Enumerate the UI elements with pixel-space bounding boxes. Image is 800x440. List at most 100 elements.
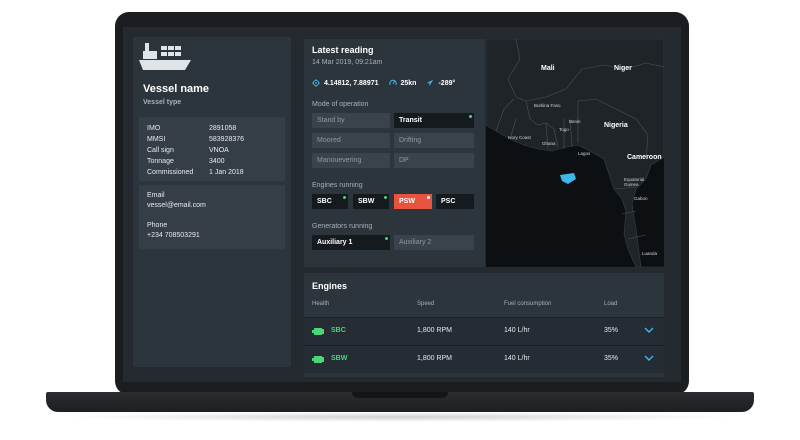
ship-icon [139, 43, 191, 70]
engine-fuel: 140 L/hr [504, 327, 530, 334]
map-label-lagos: Lagos [578, 151, 591, 156]
alert-dot [427, 196, 430, 199]
phone-label: Phone [147, 222, 168, 229]
mode-moored-button[interactable]: Moored [312, 133, 390, 148]
detail-label: IMO [147, 125, 161, 132]
engine-label-text: SBC [317, 198, 332, 205]
generator-auxiliary-2-button[interactable]: Auxiliary 2 [394, 235, 474, 250]
engine-label-text: PSW [399, 198, 415, 205]
engine-icon [312, 356, 324, 363]
heading-metric: -289° [426, 79, 455, 87]
running-dot [343, 196, 346, 199]
engines-title: Engines [312, 281, 348, 291]
engine-psc-button[interactable]: PSC [436, 194, 474, 209]
location-icon [312, 79, 320, 87]
vessel-details-box: IMO 2891058 MMSI 583928376 Call sign VNOA T… [139, 117, 285, 181]
engine-icon [312, 328, 324, 335]
detail-row-callsign: Call sign VNOA [139, 145, 285, 156]
mode-drifting-button[interactable]: Drifting [394, 133, 474, 148]
laptop-base [46, 392, 754, 412]
col-load: Load [604, 301, 618, 307]
latest-reading-title: Latest reading [312, 45, 374, 55]
email-link[interactable]: vessel@email.com [147, 202, 206, 209]
speed-icon [388, 79, 397, 86]
detail-label: MMSI [147, 136, 166, 143]
coords-value: 4.14812, 7.88971 [324, 79, 379, 87]
email-label: Email [147, 192, 165, 199]
mode-label-text: Moored [317, 137, 341, 144]
mode-label-text: Stand by [317, 117, 345, 124]
chevron-down-icon[interactable] [644, 353, 654, 363]
engine-sbw-button[interactable]: SBW [353, 194, 389, 209]
vessel-map[interactable]: Mali Niger Burkina Faso Ivory Coast Ghan… [486, 39, 664, 267]
map-label-cameroon: Cameroon [627, 154, 662, 161]
engine-row-sbw[interactable]: SBW 1,800 RPM 140 L/hr 35% [304, 345, 664, 373]
mode-label-text: Drifting [399, 137, 422, 144]
detail-value: 3400 [209, 158, 225, 165]
engine-speed: 1,800 RPM [417, 355, 453, 362]
mode-standby-button[interactable]: Stand by [312, 113, 390, 128]
generator-label-text: Auxiliary 1 [317, 239, 353, 246]
engine-sbc-button[interactable]: SBC [312, 194, 348, 209]
running-dot [385, 237, 388, 240]
mode-transit-button[interactable]: Transit [394, 113, 474, 128]
map-label-mali: Mali [541, 65, 555, 72]
reading-metrics: 4.14812, 7.88971 25kn -289° [312, 79, 455, 87]
engine-load: 35% [604, 327, 619, 334]
map-label-ivory-coast: Ivory Coast [508, 135, 531, 140]
speed-metric: 25kn [388, 79, 416, 87]
mode-label-text: Transit [399, 117, 422, 124]
map-label-burkina-faso: Burkina Faso [534, 103, 561, 108]
map-label-gabon: Gabon [634, 196, 648, 201]
map-land-shapes [486, 39, 664, 267]
mode-manouevering-button[interactable]: Manouevering [312, 153, 390, 168]
engine-name: SBW [331, 355, 348, 362]
chevron-down-icon[interactable] [644, 325, 654, 335]
vessel-contact-box: Email vessel@email.com Phone +234 708503… [139, 185, 285, 249]
col-health: Health [312, 301, 330, 307]
detail-row-commissioned: Commissioned 1 Jan 2018 [139, 167, 285, 178]
vessel-name: Vessel name [143, 83, 210, 95]
detail-value: VNOA [209, 147, 229, 154]
latest-reading-panel: Latest reading 14 Mar 2019, 09:21am 4.14… [304, 39, 485, 267]
map-label-nigeria: Nigeria [604, 122, 628, 129]
phone-link[interactable]: +234 708503291 [147, 232, 200, 239]
vessel-panel: Vessel name Vessel type IMO 2891058 MMSI 5… [133, 37, 291, 367]
engine-label-text: SBW [358, 198, 375, 205]
detail-label: Commissioned [147, 169, 194, 176]
detail-row-tonnage: Tonnage 3400 [139, 156, 285, 167]
engine-load: 35% [604, 355, 619, 362]
engines-panel: Engines Health Speed Fuel consumption Lo… [304, 273, 664, 377]
col-fuel: Fuel consumption [504, 301, 552, 307]
engine-speed: 1,800 RPM [417, 327, 453, 334]
detail-value: 2891058 [209, 125, 237, 132]
engine-fuel: 140 L/hr [504, 355, 530, 362]
map-label-togo: Togo [559, 127, 569, 132]
detail-value: 1 Jan 2018 [209, 169, 244, 176]
active-dot [469, 115, 472, 118]
laptop-shadow [60, 412, 740, 422]
detail-label: Call sign [147, 147, 174, 154]
mode-dp-button[interactable]: DP [394, 153, 474, 168]
engine-row-sbc[interactable]: SBC 1,800 RPM 140 L/hr 35% [304, 317, 664, 345]
app-screen: Vessel name Vessel type IMO 2891058 MMSI 5… [123, 27, 681, 382]
coords-metric: 4.14812, 7.88971 [312, 79, 379, 87]
vessel-type: Vessel type [143, 99, 182, 106]
generator-label-text: Auxiliary 2 [399, 239, 432, 246]
detail-row-mmsi: MMSI 583928376 [139, 134, 285, 145]
engine-psw-button[interactable]: PSW [394, 194, 432, 209]
detail-label: Tonnage [147, 158, 174, 165]
mode-label: Mode of operation [312, 101, 369, 108]
map-label-niger: Niger [614, 65, 632, 72]
laptop-notch [352, 392, 448, 398]
generators-running-label: Generators running [312, 223, 373, 230]
reading-date: 14 Mar 2019, 09:21am [312, 59, 383, 66]
engine-name: SBC [331, 327, 346, 334]
generator-auxiliary-1-button[interactable]: Auxiliary 1 [312, 235, 390, 250]
mode-label-text: Manouevering [317, 157, 362, 164]
col-speed: Speed [417, 301, 435, 307]
engine-label-text: PSC [441, 198, 456, 205]
engines-running-label: Engines running [312, 182, 363, 189]
detail-value: 583928376 [209, 136, 245, 143]
detail-row-imo: IMO 2891058 [139, 123, 285, 134]
